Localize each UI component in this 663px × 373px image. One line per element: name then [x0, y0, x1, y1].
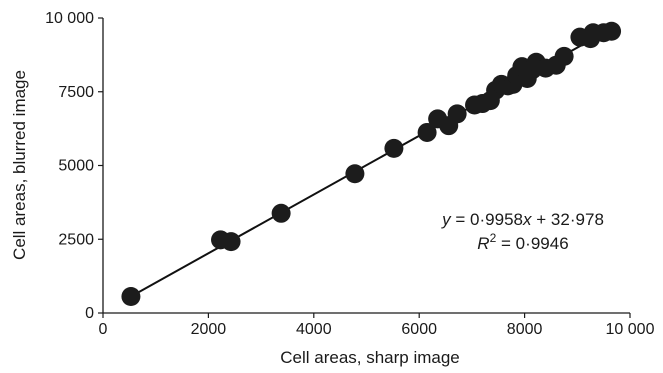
data-point [384, 138, 404, 158]
x-axis-label: Cell areas, sharp image [280, 348, 460, 367]
x-tick-label: 6000 [401, 321, 437, 338]
data-point [121, 286, 141, 306]
x-tick-label: 4000 [296, 321, 332, 338]
data-point [221, 232, 241, 252]
r-squared-label: R2 = 0·9946 [477, 231, 568, 253]
x-tick-label: 8000 [507, 321, 543, 338]
data-points [121, 21, 622, 306]
data-point [447, 104, 467, 124]
data-point [271, 203, 291, 223]
y-axis-label: Cell areas, blurred image [10, 70, 29, 260]
x-axis: 0 2000 4000 6000 8000 10 000 [99, 312, 655, 338]
x-tick-label: 2000 [191, 321, 227, 338]
regression-annotation: y = 0·9958x + 32·978 R2 = 0·9946 [441, 210, 604, 253]
y-tick-label: 7500 [58, 84, 94, 101]
x-tick-label: 0 [99, 321, 108, 338]
data-point [417, 122, 437, 142]
y-tick-label: 10 000 [45, 10, 94, 27]
y-tick-label: 0 [85, 305, 94, 322]
x-tick-label: 10 000 [606, 321, 655, 338]
data-point [554, 46, 574, 66]
regression-equation: y = 0·9958x + 32·978 [441, 210, 604, 229]
data-point [345, 164, 365, 184]
y-axis: 0 2500 5000 7500 10 000 [45, 10, 104, 322]
y-tick-label: 2500 [58, 231, 94, 248]
data-point [602, 21, 622, 41]
y-tick-label: 5000 [58, 158, 94, 175]
